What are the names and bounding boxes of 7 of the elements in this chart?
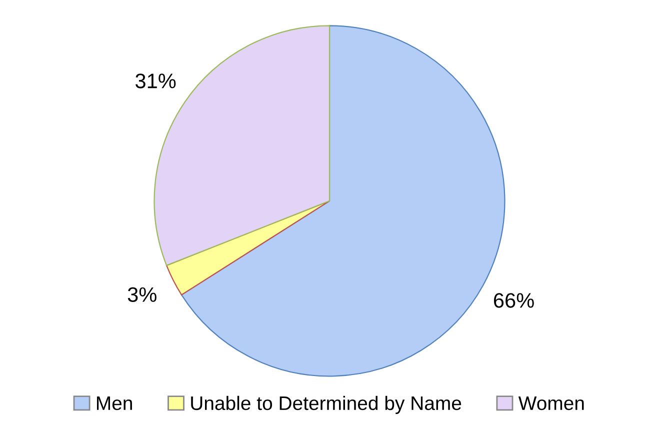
legend-label: Unable to Determined by Name: [191, 396, 462, 414]
legend-label: Men: [96, 396, 132, 410]
data-label: 31%: [136, 74, 176, 88]
pie-slice: [166, 200, 330, 296]
data-label: 66%: [494, 293, 534, 308]
legend-label: Women: [518, 396, 584, 410]
data-label: 3%: [128, 287, 156, 302]
